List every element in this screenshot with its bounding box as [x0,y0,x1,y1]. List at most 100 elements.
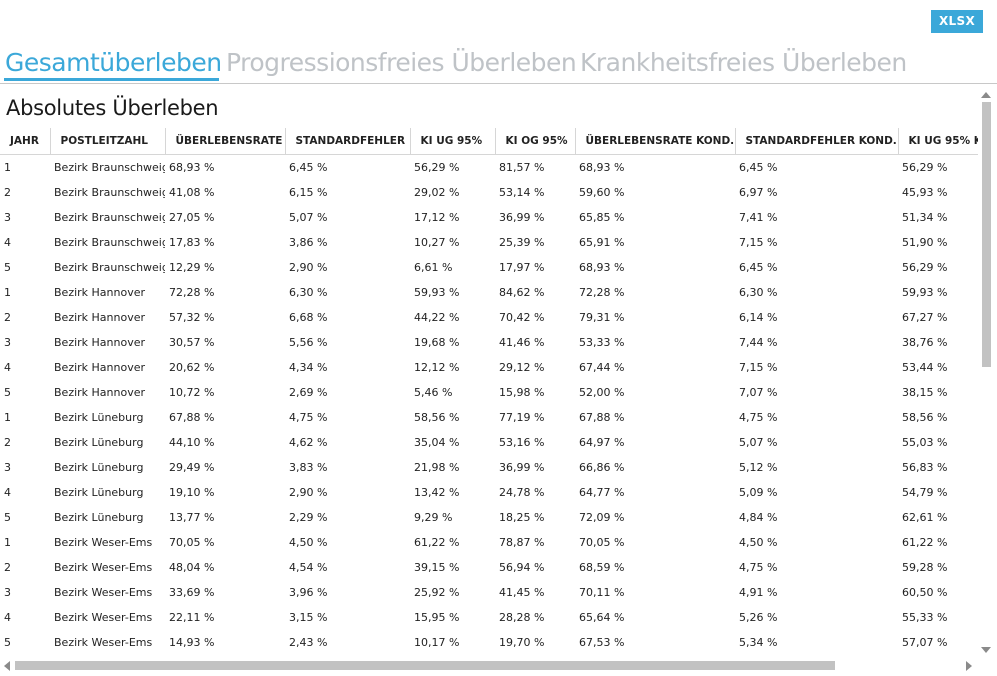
table-cell: 77,19 % [499,411,545,424]
scroll-right-arrow-icon[interactable] [966,661,972,671]
table-cell: 44,22 % [414,311,460,324]
table-cell: 54,79 % [902,486,948,499]
table-cell: 70,11 % [579,586,625,599]
table-cell: 68,93 % [579,261,625,274]
table-row[interactable]: 4 Bezirk Braunschweig 17,83 % 3,86 % 10,27 %… [0,230,978,255]
table-cell: 7,15 % [739,361,778,374]
table-row[interactable]: 5 Bezirk Weser-Ems 14,93 % 2,43 % 10,17 % 19,… [0,630,978,655]
scroll-left-arrow-icon[interactable] [4,661,10,671]
table-cell: 45,93 % [902,186,948,199]
table-row[interactable]: 2 Bezirk Lüneburg 44,10 % 4,62 % 35,04 % 53,1… [0,430,978,455]
table-cell: 56,29 % [902,161,948,174]
table-cell: 53,16 % [499,436,545,449]
table-cell: 19,10 % [169,486,215,499]
table-cell: 1 [4,161,11,174]
table-cell: 36,99 % [499,211,545,224]
table-cell: 68,93 % [169,161,215,174]
table-cell: 4,50 % [289,536,328,549]
table-cell: 56,83 % [902,461,948,474]
table-cell: 48,04 % [169,561,215,574]
table-cell: 1 [4,411,11,424]
table-cell: 64,97 % [579,436,625,449]
table-cell: 55,03 % [902,436,948,449]
table-row[interactable]: 5 Bezirk Hannover 10,72 % 2,69 % 5,46 % 15,98… [0,380,978,405]
column-header[interactable]: KI UG 95% KOND. [898,128,978,155]
column-header[interactable]: STANDARDFEHLER [285,128,411,155]
table-cell: 58,56 % [902,411,948,424]
table-cell: 3 [4,336,11,349]
table-row[interactable]: 4 Bezirk Weser-Ems 22,11 % 3,15 % 15,95 % 28,… [0,605,978,630]
table-cell: 5,12 % [739,461,778,474]
scroll-down-arrow-icon[interactable] [981,647,991,653]
table-cell: 51,34 % [902,211,948,224]
table-cell: 60,50 % [902,586,948,599]
table-cell: 72,09 % [579,511,625,524]
column-header[interactable]: STANDARDFEHLER KOND. [735,128,899,155]
table-row[interactable]: 1 Bezirk Weser-Ems 70,05 % 4,50 % 61,22 % 78,… [0,530,978,555]
table-cell: 58,56 % [414,411,460,424]
table-cell: 25,39 % [499,236,545,249]
table-cell: Bezirk Lüneburg [54,436,144,449]
table-cell: 4,75 % [289,411,328,424]
survival-table-container[interactable]: JAHR POSTLEITZAHL ÜBERLEBENSRATE STANDARDFE… [0,128,978,656]
table-row[interactable]: 2 Bezirk Hannover 57,32 % 6,68 % 44,22 % 70,4… [0,305,978,330]
table-row[interactable]: 2 Bezirk Weser-Ems 48,04 % 4,54 % 39,15 % 56,… [0,555,978,580]
table-cell: 2 [4,436,11,449]
table-header-row: JAHR POSTLEITZAHL ÜBERLEBENSRATE STANDARDFE… [0,128,978,155]
table-cell: 57,32 % [169,311,215,324]
table-row[interactable]: 5 Bezirk Braunschweig 12,29 % 2,90 % 6,61 % 1… [0,255,978,280]
column-header[interactable]: ÜBERLEBENSRATE [165,128,286,155]
table-row[interactable]: 4 Bezirk Hannover 20,62 % 4,34 % 12,12 % 29,1… [0,355,978,380]
table-cell: 6,15 % [289,186,328,199]
table-cell: 15,98 % [499,386,545,399]
table-row[interactable]: 4 Bezirk Lüneburg 19,10 % 2,90 % 13,42 % 24,7… [0,480,978,505]
table-cell: 59,60 % [579,186,625,199]
table-cell: 29,49 % [169,461,215,474]
active-tab-indicator [4,78,219,81]
table-row[interactable]: 2 Bezirk Braunschweig 41,08 % 6,15 % 29,02 %… [0,180,978,205]
table-cell: 5 [4,261,11,274]
column-header[interactable]: ÜBERLEBENSRATE KOND. [575,128,736,155]
table-row[interactable]: 3 Bezirk Hannover 30,57 % 5,56 % 19,68 % 41,4… [0,330,978,355]
table-cell: 5,34 % [739,636,778,649]
table-cell: 35,04 % [414,436,460,449]
table-cell: Bezirk Lüneburg [54,411,144,424]
table-cell: 12,29 % [169,261,215,274]
table-row[interactable]: 3 Bezirk Lüneburg 29,49 % 3,83 % 21,98 % 36,9… [0,455,978,480]
horizontal-scroll-thumb[interactable] [15,661,835,670]
table-cell: 38,15 % [902,386,948,399]
table-cell: 2 [4,561,11,574]
xlsx-export-button[interactable]: XLSX [931,10,983,33]
table-cell: Bezirk Braunschweig [54,236,165,249]
column-header[interactable]: KI OG 95% [495,128,576,155]
table-row[interactable]: 3 Bezirk Braunschweig 27,05 % 5,07 % 17,12 %… [0,205,978,230]
table-cell: 44,10 % [169,436,215,449]
column-header[interactable]: JAHR [0,128,51,155]
table-cell: 33,69 % [169,586,215,599]
table-cell: 66,86 % [579,461,625,474]
tab-gesamtueberleben[interactable]: Gesamtüberleben [5,48,222,77]
table-cell: 4 [4,486,11,499]
table-cell: 2,90 % [289,486,328,499]
tab-krankheitsfreies-ueberleben[interactable]: Krankheitsfreies Überleben [580,48,907,77]
table-cell: 56,29 % [902,261,948,274]
tab-progressionsfreies-ueberleben[interactable]: Progressionsfreies Überleben [226,48,577,77]
table-cell: 29,12 % [499,361,545,374]
scroll-up-arrow-icon[interactable] [981,92,991,98]
vertical-scroll-thumb[interactable] [982,102,991,367]
table-cell: 13,77 % [169,511,215,524]
table-row[interactable]: 1 Bezirk Braunschweig 68,93 % 6,45 % 56,29 %… [0,155,978,181]
table-row[interactable]: 3 Bezirk Weser-Ems 33,69 % 3,96 % 25,92 % 41,… [0,580,978,605]
table-cell: 5,07 % [289,211,328,224]
column-header[interactable]: KI UG 95% [410,128,496,155]
table-row[interactable]: 1 Bezirk Lüneburg 67,88 % 4,75 % 58,56 % 77,1… [0,405,978,430]
table-cell: 4,34 % [289,361,328,374]
table-cell: 61,22 % [902,536,948,549]
table-cell: 4,91 % [739,586,778,599]
table-cell: 22,11 % [169,611,215,624]
table-row[interactable]: 1 Bezirk Hannover 72,28 % 6,30 % 59,93 % 84,6… [0,280,978,305]
table-cell: 1 [4,286,11,299]
table-row[interactable]: 5 Bezirk Lüneburg 13,77 % 2,29 % 9,29 % 18,25… [0,505,978,530]
column-header[interactable]: POSTLEITZAHL [50,128,166,155]
table-cell: 65,91 % [579,236,625,249]
